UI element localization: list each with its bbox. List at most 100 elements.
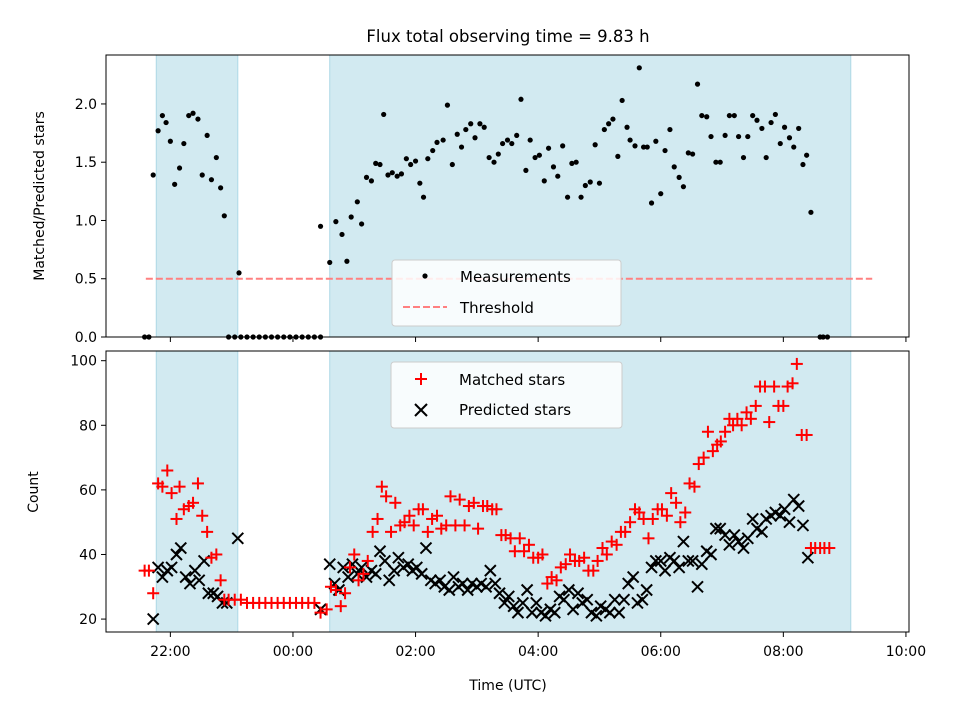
predicted-star-point: [355, 561, 368, 574]
predicted-star-point: [774, 509, 787, 522]
predicted-star-point: [525, 606, 539, 619]
matched-star-point: [706, 445, 719, 458]
matched-star-point: [431, 509, 444, 522]
y-tick-label: 1.0: [75, 213, 97, 229]
matched-star-point: [541, 577, 554, 590]
predicted-star-point: [617, 593, 631, 606]
measurement-point: [373, 160, 379, 166]
matched-star-point: [320, 603, 333, 616]
predicted-star-point: [562, 583, 576, 597]
predicted-star-point: [792, 499, 805, 513]
measurement-point: [582, 182, 588, 189]
matched-star-point: [339, 587, 352, 600]
predicted-star-point: [516, 596, 530, 610]
predicted-star-point: [461, 583, 474, 597]
predicted-star-point: [387, 564, 401, 577]
matched-star-point: [642, 532, 655, 545]
measurement-point: [560, 143, 566, 149]
measurement-point: [486, 154, 492, 161]
measurement-point: [573, 159, 579, 165]
predicted-star-point: [170, 548, 183, 561]
measurement-point: [403, 156, 409, 162]
measurement-point: [172, 181, 178, 187]
matched-star-point: [763, 416, 776, 429]
matched-star-point: [165, 487, 178, 500]
measurement-point: [199, 172, 205, 178]
predicted-star-point: [146, 612, 160, 626]
measurement-point: [781, 124, 788, 130]
predicted-star-point: [713, 522, 727, 535]
predicted-star-point: [695, 557, 709, 571]
measurement-point: [632, 143, 638, 149]
measurement-point: [368, 178, 375, 184]
predicted-star-point: [723, 538, 736, 552]
predicted-star-point: [672, 561, 686, 574]
measurement-point: [772, 111, 778, 118]
measurement-point: [745, 133, 751, 140]
measurement-point: [430, 147, 436, 154]
predicted-star-point: [691, 580, 704, 593]
matched-star-point: [624, 516, 637, 529]
matched-star-point: [416, 503, 429, 516]
x-tick-label: 08:00: [763, 644, 803, 660]
matched-star-point: [361, 554, 374, 567]
predicted-star-point: [507, 599, 520, 613]
bottom-x-ticks: 22:00 00:00 02:00 04:00 06:00 08:00 10:00: [150, 632, 926, 660]
measurement-point: [408, 161, 414, 168]
measurement-point: [518, 96, 524, 102]
matched-star-point: [161, 464, 174, 477]
x-tick-label: 22:00: [150, 644, 190, 660]
top-legend-box: [391, 259, 622, 327]
matched-star-point: [352, 574, 365, 587]
measurement-point: [477, 121, 483, 127]
measurement-point: [704, 114, 710, 120]
y-tick-label: 60: [79, 483, 97, 499]
matched-star-point: [679, 506, 692, 519]
matched-star-point: [550, 574, 563, 587]
matched-star-point: [444, 490, 457, 503]
top-y-ticks: 0.0 0.5 1.0 1.5 2.0: [75, 97, 106, 346]
matched-star-point: [314, 606, 327, 619]
measurement-point: [550, 164, 557, 170]
matched-star-point: [790, 357, 803, 370]
measurement-point: [759, 125, 765, 132]
matched-star-point: [610, 538, 623, 551]
measurement-point: [658, 191, 664, 197]
matched-star-point: [513, 532, 526, 545]
predicted-star-point: [654, 554, 667, 568]
bottom-panel-frame: [105, 350, 910, 633]
measurement-point: [163, 119, 169, 126]
matched-star-point: [660, 509, 673, 522]
matched-star-point: [343, 561, 356, 574]
predicted-star-point: [649, 554, 663, 568]
matched-star-point: [823, 542, 836, 555]
legend-matched-label: Matched stars: [459, 371, 565, 389]
measurement-point: [208, 177, 215, 183]
matched-star-point: [518, 545, 531, 558]
matched-star-point: [619, 525, 632, 538]
measurement-point: [786, 135, 793, 141]
measurement-point: [458, 144, 465, 150]
predicted-star-point: [741, 532, 754, 545]
predicted-star-point: [341, 570, 355, 584]
matched-star-point: [740, 406, 753, 419]
legend-predicted-marker: [414, 403, 428, 417]
measurement-point: [190, 110, 196, 116]
measurement-point: [348, 214, 354, 220]
matched-star-point: [719, 425, 732, 438]
predicted-star-point: [489, 577, 502, 590]
matched-star-point: [777, 399, 790, 412]
matched-star-point: [744, 412, 757, 425]
top-panel: 0.00.51.01.52.0 Matched/Predicted stars …: [32, 54, 910, 346]
predicted-star-point: [382, 574, 396, 587]
predicted-star-point: [373, 545, 387, 558]
measurement-point: [504, 137, 511, 143]
matched-star-point: [731, 412, 744, 425]
legend-predicted-label: Predicted stars: [459, 401, 571, 419]
measurement-point: [532, 154, 538, 161]
x-tick-label: 10:00: [886, 644, 926, 660]
predicted-star-point: [783, 515, 796, 529]
measurement-point: [333, 219, 339, 225]
measurement-point: [514, 132, 520, 139]
legend-threshold-label: Threshold: [459, 299, 534, 317]
